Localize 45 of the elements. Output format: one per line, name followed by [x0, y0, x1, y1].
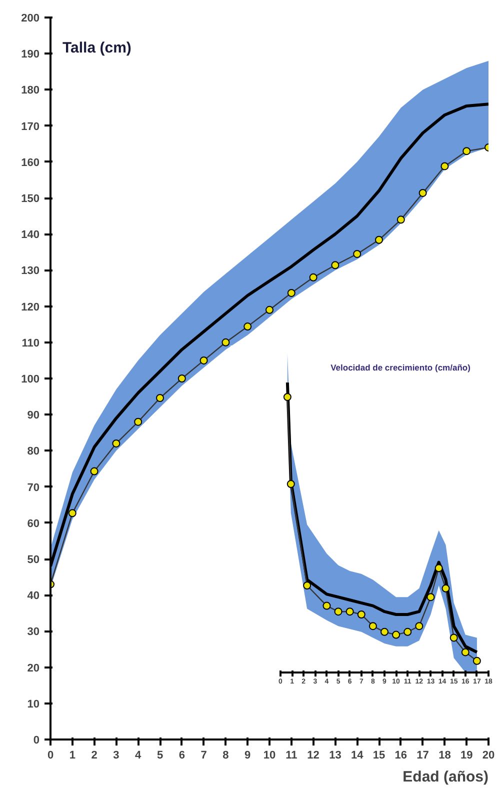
- chart-title: Velocidad de crecimiento (cm/año): [330, 362, 471, 372]
- x-tick-label: 9: [244, 750, 251, 762]
- y-tick-label: 40: [27, 590, 40, 602]
- x-tick-label: 1: [69, 750, 76, 762]
- y-tick-label: 170: [21, 120, 40, 133]
- x-tick-label: 4: [135, 750, 142, 762]
- y-tick-label: 30: [27, 626, 40, 638]
- y-tick-label: 50: [27, 554, 40, 566]
- x-tick-label: 0: [47, 750, 54, 762]
- y-tick-label: 190: [21, 48, 40, 61]
- x-tick-label: 17: [416, 750, 429, 762]
- y-tick-label: 130: [21, 265, 40, 278]
- x-tick-label: 20: [482, 750, 495, 762]
- y-tick-label: 20: [27, 662, 40, 674]
- y-tick-label: 110: [22, 337, 40, 350]
- y-tick-label: 200: [21, 12, 40, 24]
- x-tick-label: 18: [438, 750, 451, 762]
- y-tick-label: 120: [21, 301, 40, 314]
- x-tick-label: 8: [222, 750, 229, 762]
- y-tick-label: 140: [21, 229, 40, 242]
- y-tick-label: 60: [27, 518, 40, 530]
- x-tick-label: 13: [329, 750, 342, 762]
- x-tick-label: 10: [263, 750, 276, 762]
- x-tick-label: 19: [460, 750, 473, 762]
- x-tick-label: 11: [286, 750, 298, 762]
- x-tick-label: 6: [178, 750, 185, 762]
- y-tick-label: 160: [21, 156, 40, 169]
- y-tick-label: 100: [21, 374, 40, 386]
- x-tick-label: 7: [200, 750, 207, 762]
- x-tick-label: 12: [307, 750, 320, 762]
- x-tick-label: 15: [372, 750, 386, 762]
- x-tick-label: 5: [156, 750, 164, 762]
- y-tick-label: 10: [27, 698, 40, 710]
- x-tick-label: 3: [113, 750, 120, 762]
- x-tick-label: 14: [350, 750, 364, 762]
- y-tick-label: 0: [33, 734, 40, 746]
- x-tick-label: 2: [91, 750, 98, 762]
- x-axis-title: Edad (años): [402, 768, 489, 786]
- y-tick-label: 70: [27, 482, 40, 494]
- y-tick-label: 90: [27, 410, 40, 422]
- y-tick-label: 180: [21, 84, 40, 97]
- y-axis-title: Talla (cm): [62, 40, 132, 56]
- y-tick-label: 80: [27, 446, 40, 458]
- x-tick-label: 16: [394, 750, 408, 762]
- y-tick-label: 150: [21, 193, 40, 205]
